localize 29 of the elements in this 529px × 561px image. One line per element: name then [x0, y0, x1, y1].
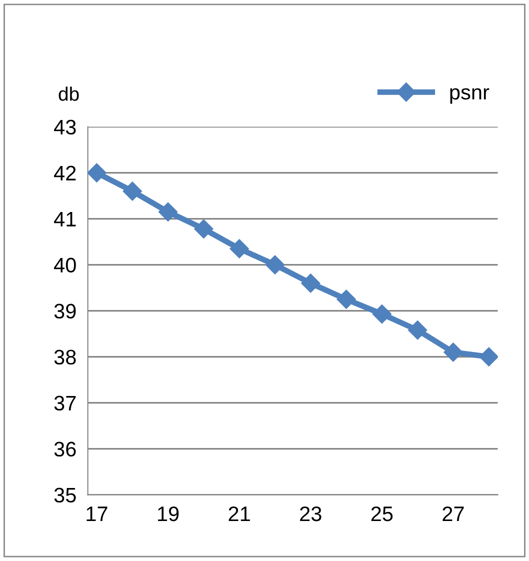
point [88, 163, 106, 182]
y-tick-label: 42 [54, 166, 76, 180]
x-tick-label: 17 [86, 506, 108, 522]
point [158, 202, 178, 222]
y-tick-label: 37 [54, 396, 76, 411]
legend-label: psnr [450, 88, 490, 104]
y-tick-label: 36 [54, 442, 76, 457]
y-tick-label: 38 [54, 350, 76, 365]
y-tick-label: 40 [54, 258, 76, 273]
x-tick-label: 25 [371, 506, 393, 522]
point [408, 320, 428, 340]
point [194, 219, 214, 238]
y-tick-label: 43 [54, 120, 76, 135]
x-tick-label: 19 [158, 506, 179, 522]
y-tick-label: 39 [54, 304, 76, 319]
point [230, 239, 249, 258]
point [444, 342, 463, 362]
point [372, 304, 392, 324]
point [479, 347, 498, 366]
x-tick-label: 21 [228, 506, 250, 522]
y-tick-label: 41 [54, 212, 76, 226]
y-tick-label: 35 [54, 488, 76, 503]
point [265, 255, 285, 274]
y-axis-title: db [58, 86, 79, 101]
point [301, 274, 320, 293]
x-tick-label: 27 [442, 506, 464, 522]
point [336, 290, 356, 309]
point [122, 182, 142, 201]
x-tick-label: 23 [300, 506, 322, 522]
